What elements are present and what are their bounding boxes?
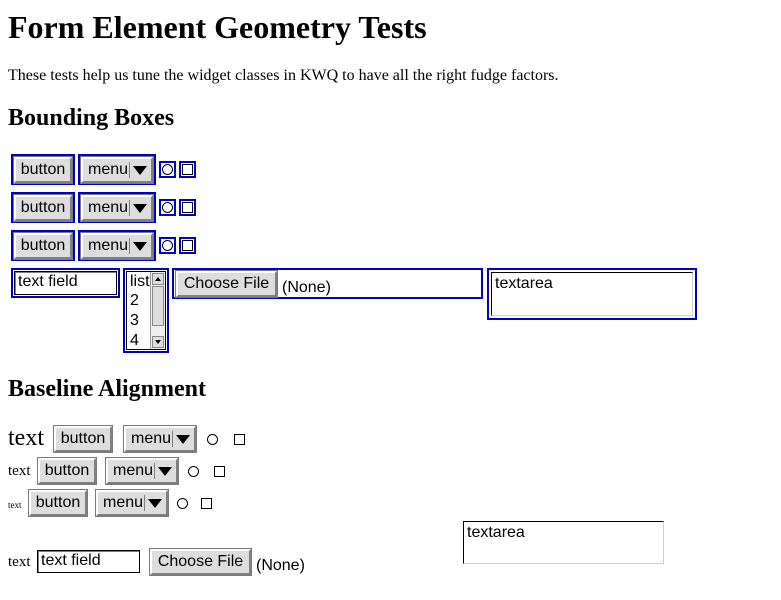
menu-select[interactable]: menu [81, 233, 153, 259]
baseline-alignment-heading: Baseline Alignment [8, 376, 207, 402]
radio-button[interactable] [177, 498, 188, 509]
chevron-down-icon [129, 162, 149, 178]
list-option[interactable]: 3 [130, 312, 139, 329]
radio-button[interactable] [162, 202, 173, 213]
push-button[interactable]: button [14, 157, 72, 183]
list-box[interactable]: list 2 3 4 [126, 271, 166, 350]
textarea[interactable]: textarea [463, 521, 664, 564]
checkbox[interactable] [234, 434, 245, 445]
text-field-outline [11, 268, 120, 298]
list-option[interactable]: 4 [130, 332, 139, 349]
textarea[interactable]: textarea [491, 272, 693, 316]
radio-outline [159, 199, 176, 216]
push-button[interactable]: button [14, 233, 72, 259]
button-outline [11, 230, 75, 261]
intro-text: These tests help us tune the widget clas… [8, 67, 559, 84]
scroll-up-icon[interactable] [152, 273, 164, 285]
bounding-boxes-heading: Bounding Boxes [8, 105, 175, 131]
checkbox-outline [179, 161, 196, 178]
file-status: (None) [282, 279, 331, 296]
menu-select-label: menu [103, 494, 144, 511]
sample-text-large: text [8, 425, 44, 451]
push-button[interactable]: button [29, 490, 87, 516]
menu-outline [78, 192, 156, 223]
list-scrollbar[interactable] [150, 272, 165, 349]
text-field[interactable]: text field [14, 271, 117, 295]
menu-select-label: menu [113, 462, 154, 479]
chevron-down-icon [154, 463, 174, 479]
menu-select-label: menu [131, 430, 172, 447]
menu-select-label: menu [88, 161, 129, 178]
button-outline [11, 154, 75, 185]
list-outline [123, 268, 169, 353]
checkbox[interactable] [201, 498, 212, 509]
radio-button[interactable] [162, 240, 173, 251]
menu-select-label: menu [88, 199, 129, 216]
menu-outline [78, 154, 156, 185]
chevron-down-icon [129, 238, 149, 254]
chevron-down-icon [144, 495, 164, 511]
menu-select[interactable]: menu [96, 490, 168, 516]
scroll-down-icon[interactable] [152, 336, 164, 348]
menu-select[interactable]: menu [81, 157, 153, 183]
sample-text-medium: text [8, 463, 31, 479]
scroll-thumb[interactable] [152, 286, 164, 326]
textarea-outline [487, 268, 697, 320]
checkbox-outline [179, 199, 196, 216]
radio-button[interactable] [162, 164, 173, 175]
menu-select[interactable]: menu [106, 458, 178, 484]
button-outline [11, 192, 75, 223]
menu-select[interactable]: menu [81, 195, 153, 221]
checkbox[interactable] [182, 164, 193, 175]
choose-file-button[interactable]: Choose File [176, 271, 277, 297]
chevron-down-icon [172, 431, 192, 447]
radio-outline [159, 161, 176, 178]
menu-select-label: menu [88, 237, 129, 254]
menu-select[interactable]: menu [124, 426, 196, 452]
sample-text-medium: text [8, 554, 31, 570]
push-button[interactable]: button [38, 458, 96, 484]
checkbox[interactable] [214, 466, 225, 477]
radio-button[interactable] [188, 466, 199, 477]
radio-outline [159, 237, 176, 254]
file-input-outline [172, 268, 483, 299]
radio-button[interactable] [207, 434, 218, 445]
list-option[interactable]: 2 [130, 292, 139, 309]
choose-file-button[interactable]: Choose File [150, 549, 251, 575]
sample-text-small: text [8, 500, 22, 510]
text-field[interactable]: text field [37, 550, 140, 573]
push-button[interactable]: button [14, 195, 72, 221]
chevron-down-icon [129, 200, 149, 216]
file-status: (None) [256, 557, 305, 574]
list-option[interactable]: list [130, 273, 150, 290]
page-title: Form Element Geometry Tests [8, 9, 427, 45]
menu-outline [78, 230, 156, 261]
checkbox[interactable] [182, 202, 193, 213]
push-button[interactable]: button [54, 426, 112, 452]
checkbox-outline [179, 237, 196, 254]
checkbox[interactable] [182, 240, 193, 251]
